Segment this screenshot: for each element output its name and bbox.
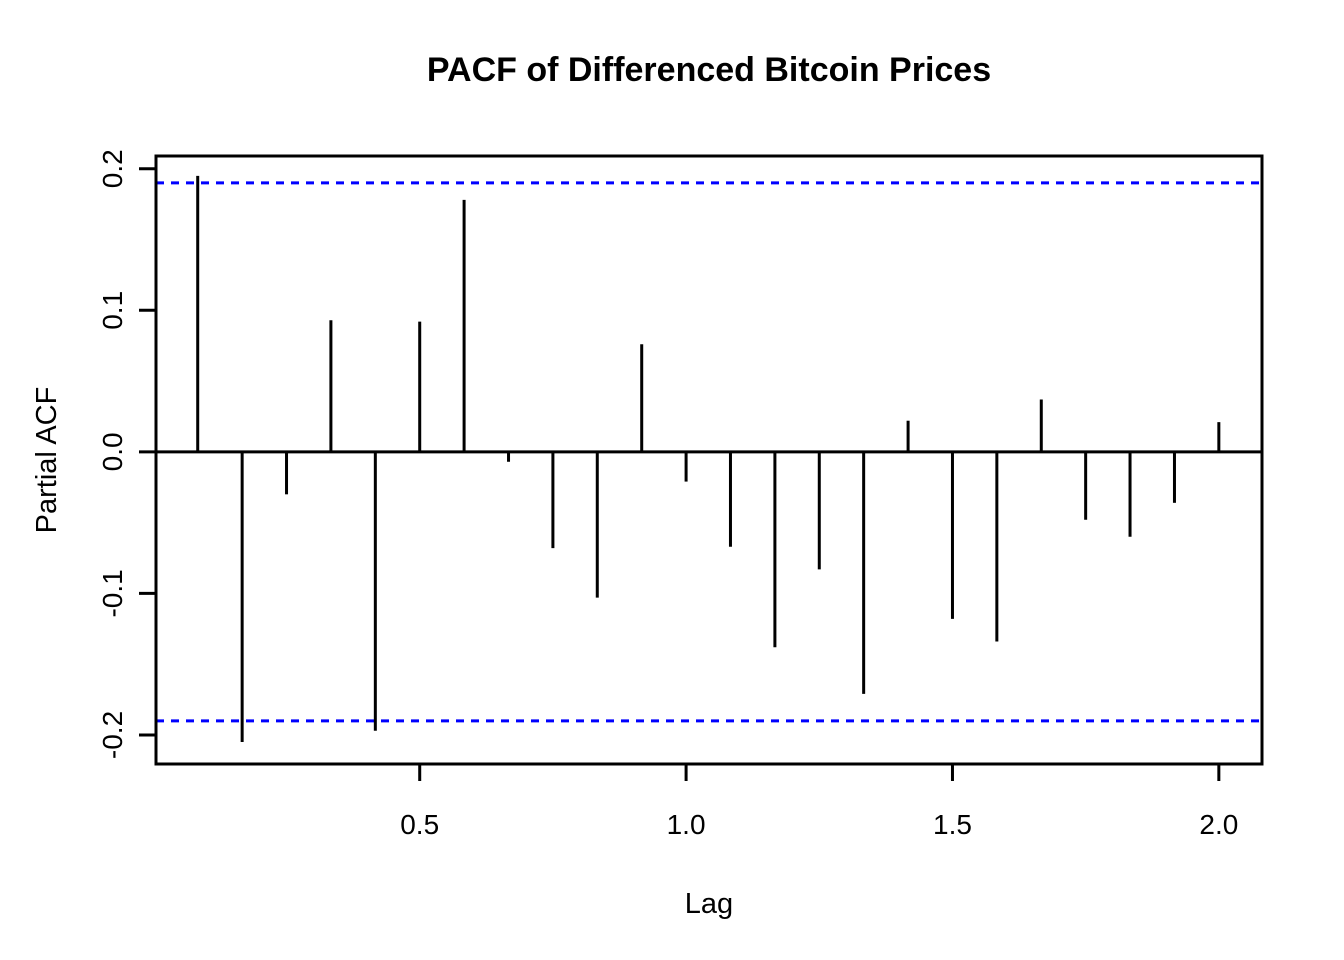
pacf-spikes <box>196 175 1221 743</box>
x-tick-label-1.5: 1.5 <box>933 809 972 840</box>
axis-tick-labels: 0.5 1.0 1.5 2.0 0.2 0.1 0.0 -0.1 -0.2 <box>97 149 1238 840</box>
x-tick-label-2.0: 2.0 <box>1199 809 1238 840</box>
y-tick-label--0.2: -0.2 <box>97 711 128 759</box>
axis-ticks <box>139 167 1221 781</box>
y-tick-label--0.1: -0.1 <box>97 569 128 617</box>
y-tick-label-0.2: 0.2 <box>97 149 128 188</box>
confidence-band-lines <box>156 181 1262 723</box>
x-tick-label-1.0: 1.0 <box>667 809 706 840</box>
x-tick-label-0.5: 0.5 <box>400 809 439 840</box>
y-axis-label: Partial ACF <box>31 387 63 534</box>
chart-title: PACF of Differenced Bitcoin Prices <box>427 51 991 89</box>
y-tick-label-0.1: 0.1 <box>97 291 128 330</box>
x-axis-label: Lag <box>685 888 733 920</box>
axes <box>154 154 1264 766</box>
plot-border <box>154 154 1264 766</box>
y-tick-label-0.0: 0.0 <box>97 432 128 471</box>
